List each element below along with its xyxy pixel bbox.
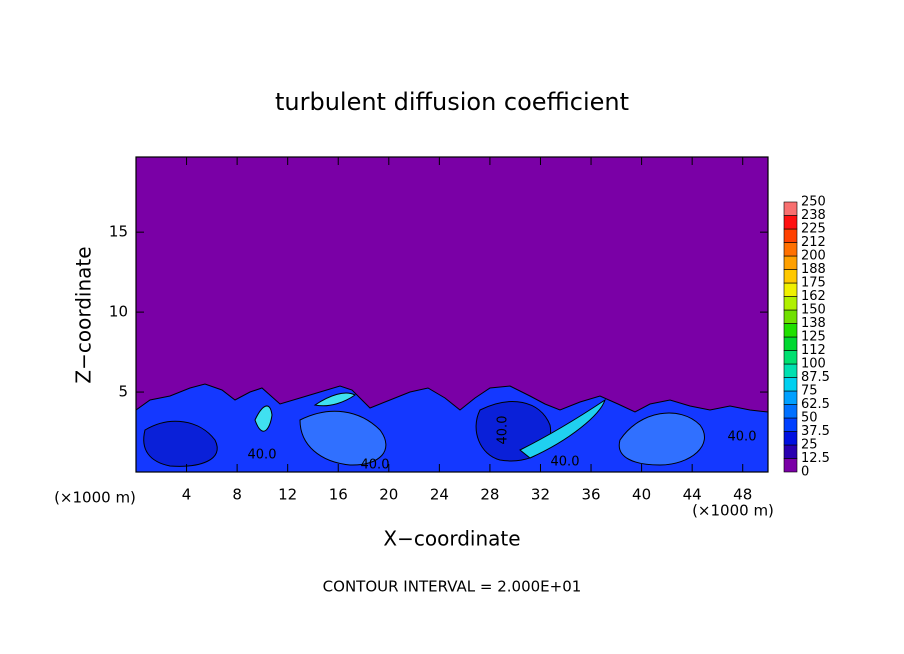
eddy [299, 410, 387, 466]
colorbar-swatch [783, 255, 798, 270]
colorbar-label: 37.5 [801, 424, 830, 439]
colorbar-label: 125 [801, 330, 826, 345]
turbulent-region [135, 383, 769, 473]
plot-frame [135, 156, 769, 473]
colorbar-swatch [783, 201, 798, 216]
colorbar-label: 150 [801, 303, 826, 318]
x-tick-label: 36 [581, 486, 600, 504]
colorbar-label: 100 [801, 357, 826, 372]
colorbar-label: 200 [801, 249, 826, 264]
contour-label: 40.0 [551, 455, 580, 470]
x-axis-label: X−coordinate [383, 527, 520, 551]
eddy [254, 405, 273, 432]
colorbar-swatch [783, 377, 798, 392]
colorbar-label: 188 [801, 262, 826, 277]
colorbar-label: 50 [801, 411, 818, 426]
colorbar-swatch [783, 309, 798, 324]
colorbar-swatch [783, 336, 798, 351]
x-tick-label: 24 [430, 486, 449, 504]
colorbar-label: 238 [801, 208, 826, 223]
colorbar-swatch [783, 404, 798, 419]
colorbar-label: 225 [801, 222, 826, 237]
colorbar-label: 0 [801, 465, 809, 480]
colorbar-label: 112 [801, 343, 826, 358]
colorbar-swatch [783, 282, 798, 297]
colorbar-swatch [783, 458, 798, 473]
y-axis-label: Z−coordinate [72, 246, 96, 383]
x-unit-label: (×1000 m) [692, 502, 774, 520]
colorbar-swatch [783, 215, 798, 230]
colorbar-label: 75 [801, 384, 818, 399]
colorbar-swatch [783, 228, 798, 243]
x-tick-label: 20 [379, 486, 398, 504]
contour-label: 40.0 [496, 416, 511, 445]
contour-field [135, 157, 769, 473]
x-tick-label: 48 [733, 486, 752, 504]
colorbar-swatch [783, 323, 798, 338]
colorbar-label: 162 [801, 289, 826, 304]
eddy [519, 398, 606, 459]
x-tick-label: 16 [329, 486, 348, 504]
y-tick-label: 10 [109, 303, 128, 321]
x-tick-label: 32 [531, 486, 550, 504]
colorbar-swatch [783, 350, 798, 365]
contour-label: 40.0 [248, 448, 277, 463]
colorbar-label: 87.5 [801, 370, 830, 385]
colorbar-label: 212 [801, 235, 826, 250]
contour-label: 40.0 [728, 430, 757, 445]
x-tick-label: 8 [232, 486, 242, 504]
eddy [313, 392, 356, 407]
colorbar-label: 250 [801, 195, 826, 210]
chart-title: turbulent diffusion coefficient [275, 88, 629, 116]
colorbar-swatch [783, 269, 798, 284]
x-unit-label: (×1000 m) [54, 489, 136, 507]
colorbar-swatch [783, 431, 798, 446]
colorbar-swatch [783, 444, 798, 459]
colorbar-label: 12.5 [801, 451, 830, 466]
x-tick-label: 44 [683, 486, 702, 504]
eddy [143, 420, 218, 467]
footer: CONTOUR INTERVAL = 2.000E+01 [323, 578, 582, 596]
x-tick-label: 40 [632, 486, 651, 504]
colorbar-swatch [783, 296, 798, 311]
x-tick-label: 12 [278, 486, 297, 504]
x-tick-label: 28 [480, 486, 499, 504]
colorbar-label: 138 [801, 316, 826, 331]
colorbar-swatch [783, 417, 798, 432]
y-tick-label: 15 [109, 223, 128, 241]
x-tick-label: 4 [182, 486, 192, 504]
colorbar-label: 25 [801, 438, 818, 453]
colorbar-swatch [783, 363, 798, 378]
colorbar-label: 175 [801, 276, 826, 291]
colorbar-swatch [783, 390, 798, 405]
y-tick-label: 5 [118, 383, 128, 401]
eddy [618, 412, 705, 466]
colorbar-swatch [783, 242, 798, 257]
contour-label: 40.0 [361, 458, 390, 473]
colorbar-label: 62.5 [801, 397, 830, 412]
